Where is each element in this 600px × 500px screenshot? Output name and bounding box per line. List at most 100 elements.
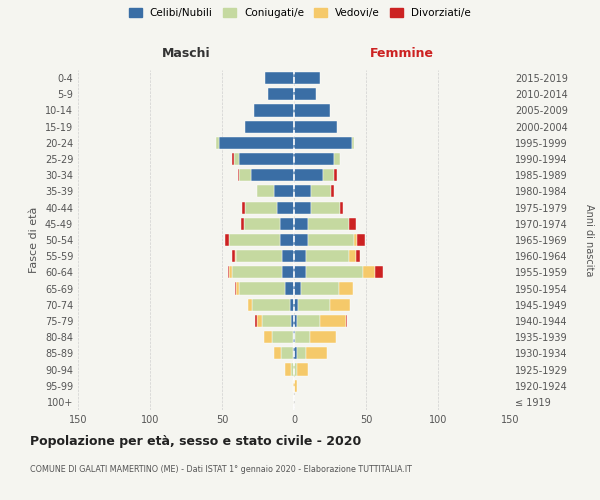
- Bar: [274, 348, 281, 360]
- Bar: [334, 169, 337, 181]
- Bar: [293, 380, 294, 392]
- Text: Maschi: Maschi: [161, 48, 211, 60]
- Bar: [293, 331, 294, 343]
- Bar: [280, 234, 294, 246]
- Bar: [349, 218, 356, 230]
- Text: Femmine: Femmine: [370, 48, 434, 60]
- Bar: [297, 348, 305, 360]
- Bar: [294, 153, 334, 165]
- Bar: [356, 250, 360, 262]
- Bar: [239, 169, 251, 181]
- Bar: [294, 234, 308, 246]
- Bar: [235, 250, 236, 262]
- Legend: Celibi/Nubili, Coniugati/e, Vedovi/e, Divorziati/e: Celibi/Nubili, Coniugati/e, Vedovi/e, Di…: [129, 8, 471, 18]
- Bar: [297, 364, 308, 376]
- Bar: [308, 234, 355, 246]
- Bar: [239, 153, 294, 165]
- Bar: [232, 266, 283, 278]
- Bar: [252, 298, 290, 311]
- Bar: [305, 348, 327, 360]
- Bar: [374, 266, 383, 278]
- Bar: [245, 202, 277, 213]
- Bar: [294, 266, 305, 278]
- Bar: [255, 315, 257, 327]
- Bar: [311, 202, 340, 213]
- Bar: [283, 250, 294, 262]
- Bar: [310, 331, 336, 343]
- Bar: [294, 72, 320, 84]
- Bar: [294, 88, 316, 101]
- Bar: [229, 266, 232, 278]
- Bar: [338, 282, 353, 294]
- Bar: [363, 266, 374, 278]
- Bar: [219, 137, 294, 149]
- Bar: [245, 120, 294, 132]
- Bar: [294, 218, 308, 230]
- Bar: [298, 298, 330, 311]
- Bar: [257, 315, 262, 327]
- Bar: [352, 137, 355, 149]
- Bar: [301, 282, 338, 294]
- Bar: [236, 250, 283, 262]
- Bar: [251, 169, 294, 181]
- Bar: [254, 104, 294, 117]
- Bar: [308, 218, 349, 230]
- Bar: [286, 282, 294, 294]
- Bar: [239, 282, 286, 294]
- Bar: [242, 202, 245, 213]
- Bar: [294, 186, 311, 198]
- Bar: [311, 186, 331, 198]
- Bar: [346, 315, 347, 327]
- Bar: [233, 153, 239, 165]
- Bar: [334, 153, 340, 165]
- Bar: [291, 364, 294, 376]
- Bar: [294, 250, 305, 262]
- Text: Popolazione per età, sesso e stato civile - 2020: Popolazione per età, sesso e stato civil…: [30, 435, 361, 448]
- Bar: [286, 364, 291, 376]
- Y-axis label: Anni di nascita: Anni di nascita: [584, 204, 595, 276]
- Bar: [295, 331, 310, 343]
- Bar: [290, 298, 294, 311]
- Bar: [268, 88, 294, 101]
- Bar: [294, 282, 301, 294]
- Bar: [248, 298, 252, 311]
- Bar: [294, 202, 311, 213]
- Bar: [216, 137, 219, 149]
- Bar: [294, 137, 352, 149]
- Bar: [265, 72, 294, 84]
- Bar: [294, 315, 297, 327]
- Bar: [257, 186, 274, 198]
- Bar: [305, 250, 349, 262]
- Bar: [225, 234, 229, 246]
- Bar: [291, 315, 294, 327]
- Bar: [330, 298, 350, 311]
- Bar: [244, 218, 280, 230]
- Bar: [232, 153, 233, 165]
- Bar: [283, 266, 294, 278]
- Text: COMUNE DI GALATI MAMERTINO (ME) - Dati ISTAT 1° gennaio 2020 - Elaborazione TUTT: COMUNE DI GALATI MAMERTINO (ME) - Dati I…: [30, 465, 412, 474]
- Bar: [293, 348, 294, 360]
- Bar: [281, 348, 293, 360]
- Bar: [297, 315, 320, 327]
- Bar: [294, 169, 323, 181]
- Bar: [228, 266, 229, 278]
- Bar: [262, 315, 291, 327]
- Bar: [323, 169, 334, 181]
- Bar: [294, 298, 298, 311]
- Bar: [340, 202, 343, 213]
- Bar: [272, 331, 293, 343]
- Bar: [264, 331, 272, 343]
- Bar: [238, 169, 239, 181]
- Y-axis label: Fasce di età: Fasce di età: [29, 207, 39, 273]
- Bar: [241, 218, 244, 230]
- Bar: [294, 331, 295, 343]
- Bar: [277, 202, 294, 213]
- Bar: [235, 282, 236, 294]
- Bar: [229, 234, 280, 246]
- Bar: [294, 380, 297, 392]
- Bar: [294, 348, 297, 360]
- Bar: [294, 104, 330, 117]
- Bar: [355, 234, 358, 246]
- Bar: [358, 234, 365, 246]
- Bar: [236, 282, 239, 294]
